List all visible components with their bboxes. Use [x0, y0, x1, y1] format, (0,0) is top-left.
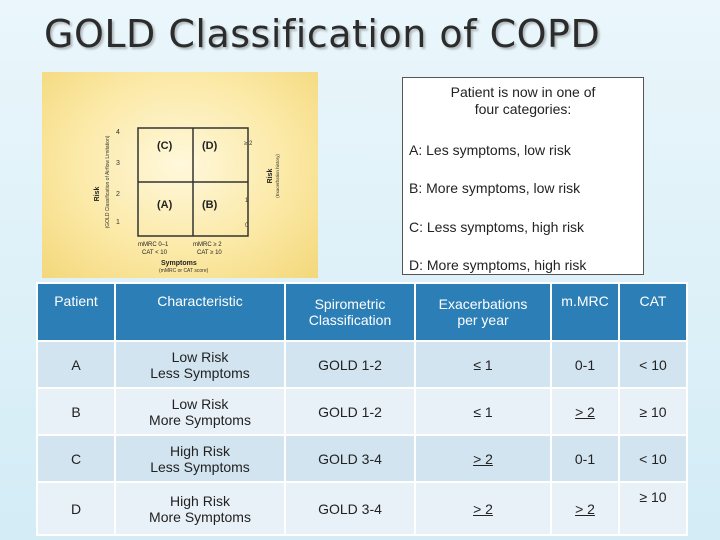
table-row: D High Risk More Symptoms GOLD 3-4 > 2 >… [36, 481, 688, 536]
header-exacerbations: Exacerbations per year [414, 282, 552, 342]
quadrant-d-label: (D) [202, 140, 218, 152]
category-a: A: Les symptoms, low risk [409, 142, 571, 158]
category-d: D: More symptoms, high risk [409, 257, 587, 273]
right-tick-0: 0 [245, 223, 249, 229]
quadrant-a-label: (A) [157, 199, 173, 211]
gold-quadrant-figure: (C) (D) (A) (B) 4 3 2 1 ≥ 2 1 0 Risk (GO… [42, 72, 318, 278]
classification-table: Patient Characteristic Spirometric Class… [36, 282, 688, 536]
cell-characteristic: Low Risk More Symptoms [114, 387, 286, 436]
left-tick-1: 1 [116, 219, 120, 226]
header-exacerbations-line-2: per year [457, 312, 509, 328]
table-row: C High Risk Less Symptoms GOLD 3-4 > 2 0… [36, 434, 688, 483]
right-axis-label: Risk [267, 169, 274, 184]
left-tick-2: 2 [116, 191, 120, 198]
cell-characteristic-symptoms: Less Symptoms [150, 364, 250, 381]
cell-mmrc: 0-1 [550, 434, 620, 483]
cell-spirometric: GOLD 1-2 [284, 340, 416, 389]
cell-characteristic-risk: High Risk [170, 492, 230, 509]
table-row: B Low Risk More Symptoms GOLD 1-2 ≤ 1 > … [36, 387, 688, 436]
category-notes-box: Patient is now in one of four categories… [402, 77, 644, 275]
cell-exacerbations: > 2 [414, 481, 552, 536]
cell-cat: ≥ 10 [618, 387, 688, 436]
notes-intro-line-1: Patient is now in one of [450, 84, 596, 100]
quadrant-b-label: (B) [202, 199, 218, 211]
header-cat: CAT [618, 282, 688, 342]
cell-characteristic: Low Risk Less Symptoms [114, 340, 286, 389]
quadrant-diagram: (C) (D) (A) (B) 4 3 2 1 ≥ 2 1 0 Risk (GO… [94, 127, 280, 274]
cell-characteristic: High Risk More Symptoms [114, 481, 286, 536]
cell-mmrc: > 2 [550, 387, 620, 436]
notes-intro: Patient is now in one of four categories… [403, 84, 643, 118]
header-characteristic: Characteristic [114, 282, 286, 342]
header-spirometric-line-2: Classification [308, 312, 392, 328]
quadrant-c-label: (C) [157, 140, 173, 152]
left-tick-3: 3 [116, 160, 120, 167]
cell-mmrc: > 2 [550, 481, 620, 536]
x-axis-sublabel: (mMRC or CAT score) [159, 268, 209, 274]
cell-characteristic-symptoms: Less Symptoms [150, 458, 250, 475]
x-axis-label: Symptoms [161, 260, 197, 267]
cell-patient: B [36, 387, 116, 436]
cell-characteristic-symptoms: More Symptoms [149, 411, 251, 428]
left-axis-sublabel: (GOLD Classification of Airflow Limitati… [105, 135, 111, 228]
cell-characteristic-risk: Low Risk [171, 348, 229, 365]
x-label-right-2: CAT ≥ 10 [197, 250, 222, 256]
right-tick-1: 1 [245, 198, 249, 204]
slide-title: GOLD Classification of COPD [44, 12, 601, 56]
cell-exacerbations: > 2 [414, 434, 552, 483]
cell-spirometric: GOLD 1-2 [284, 387, 416, 436]
cell-exacerbations: ≤ 1 [414, 340, 552, 389]
header-patient: Patient [36, 282, 116, 342]
cell-characteristic: High Risk Less Symptoms [114, 434, 286, 483]
cell-exacerbations: ≤ 1 [414, 387, 552, 436]
header-mmrc: m.MRC [550, 282, 620, 342]
category-c: C: Less symptoms, high risk [409, 219, 585, 235]
cell-characteristic-risk: High Risk [170, 442, 230, 459]
cell-spirometric: GOLD 3-4 [284, 434, 416, 483]
cell-patient: D [36, 481, 116, 536]
x-label-right-1: mMRC ≥ 2 [193, 242, 222, 248]
right-tick-2plus: ≥ 2 [244, 141, 253, 147]
notes-intro-line-2: four categories: [474, 101, 572, 117]
cell-characteristic-symptoms: More Symptoms [149, 508, 251, 525]
category-b: B: More symptoms, low risk [409, 180, 581, 196]
table-row: A Low Risk Less Symptoms GOLD 1-2 ≤ 1 0-… [36, 340, 688, 389]
cell-characteristic-risk: Low Risk [171, 395, 229, 412]
cell-patient: C [36, 434, 116, 483]
header-exacerbations-line-1: Exacerbations [438, 296, 528, 312]
cell-patient: A [36, 340, 116, 389]
cell-cat: < 10 [618, 340, 688, 389]
x-label-left-1: mMRC 0–1 [138, 242, 169, 248]
cell-spirometric: GOLD 3-4 [284, 481, 416, 536]
left-tick-4: 4 [116, 129, 120, 136]
cell-cat: < 10 [618, 434, 688, 483]
left-axis-label: Risk [94, 187, 101, 202]
cell-cat: ≥ 10 [618, 481, 688, 536]
header-spirometric-line-1: Spirometric [314, 296, 386, 312]
x-label-left-2: CAT < 10 [142, 250, 168, 256]
table-header-row: Patient Characteristic Spirometric Class… [36, 282, 688, 342]
header-spirometric: Spirometric Classification [284, 282, 416, 342]
cell-mmrc: 0-1 [550, 340, 620, 389]
right-axis-sublabel: (Exacerbation history) [275, 154, 280, 198]
